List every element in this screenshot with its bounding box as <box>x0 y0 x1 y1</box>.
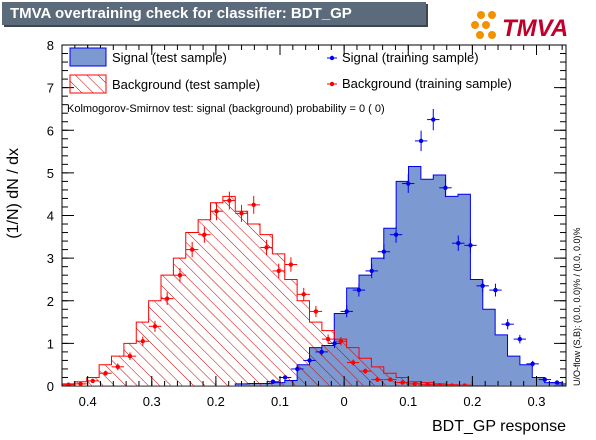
y-tick-label: 6 <box>47 123 54 138</box>
background-training-point <box>185 241 199 258</box>
title-bar: TMVA overtraining check for classifier: … <box>2 2 426 25</box>
background-training-point <box>309 305 323 317</box>
tmva-logo-dots-icon <box>471 11 496 39</box>
signal-training-point <box>414 130 428 152</box>
x-tick-label: 0.1 <box>399 394 417 409</box>
x-axis-title: BDT_GP response <box>432 418 566 435</box>
background-training-point <box>86 378 99 384</box>
legend-signal-train-marker <box>329 55 335 61</box>
signal-training-point <box>538 377 552 382</box>
signal-training-point <box>402 174 415 193</box>
background-training-point <box>445 383 459 386</box>
y-tick-label: 2 <box>47 294 54 309</box>
signal-training-point <box>266 379 280 384</box>
signal-training-point <box>389 226 403 243</box>
x-tick-label: 0 <box>341 394 348 409</box>
background-training-point <box>160 292 174 306</box>
background-training-point <box>284 257 298 272</box>
background-training-point <box>433 382 446 386</box>
legend-signal-test: Signal (test sample) <box>112 50 227 65</box>
background-training-point <box>408 381 421 386</box>
signal-training-point <box>501 319 514 330</box>
signal-training-point <box>340 305 353 318</box>
overflow-text: U/O-flow (S,B): (0.0, 0.0)% / (0.0, 0.0)… <box>572 227 582 386</box>
signal-training-point <box>513 334 527 344</box>
signal-training-point <box>352 283 366 297</box>
background-training-point <box>99 370 112 376</box>
signal-training-points <box>266 108 564 385</box>
signal-training-point <box>315 348 328 356</box>
signal-training-point <box>328 338 341 349</box>
background-training-point <box>247 195 260 214</box>
axes: 0.4 0.3 0.2 0.1 0 0.1 0.2 0.3 0 1 2 3 4 5 6 7 8 <box>47 38 566 409</box>
background-training-point <box>334 336 348 346</box>
y-tick-label: 3 <box>47 251 54 266</box>
x-tick-label: 0.1 <box>271 394 289 409</box>
signal-training-point <box>377 244 391 260</box>
background-training-point <box>123 352 137 360</box>
signal-test-histogram <box>62 165 566 386</box>
background-training-point <box>74 381 87 386</box>
background-test-histogram <box>62 195 566 386</box>
x-tick-label: 0.4 <box>79 394 97 409</box>
background-training-point <box>396 380 409 385</box>
y-tick-label: 1 <box>47 336 54 351</box>
legend-background-test: Background (test sample) <box>112 77 260 92</box>
legend-signal-train: Signal (training sample) <box>342 50 479 65</box>
background-training-point <box>210 202 223 221</box>
tmva-logo: TMVA <box>471 11 568 42</box>
background-training-point <box>235 204 248 222</box>
background-training-point <box>272 263 285 279</box>
signal-training-point <box>439 178 452 198</box>
signal-training-point <box>303 357 316 364</box>
signal-training-point <box>476 279 489 293</box>
y-tick-label: 5 <box>47 166 54 181</box>
legend-background-test-swatch <box>69 74 107 94</box>
y-tick-label: 7 <box>47 81 54 96</box>
background-training-point <box>148 320 162 332</box>
background-training-point <box>346 359 360 366</box>
signal-training-point <box>365 263 378 279</box>
y-tick-label: 4 <box>47 209 54 224</box>
background-training-point <box>371 377 384 382</box>
background-training-point <box>384 377 397 382</box>
background-training-point <box>458 383 471 386</box>
signal-training-point <box>291 365 304 372</box>
background-training-point <box>111 363 124 371</box>
legend-background-train: Background (training sample) <box>342 76 512 91</box>
background-training-point <box>260 239 273 256</box>
background-test-histogram-hatch <box>62 196 566 386</box>
signal-training-point <box>452 235 465 251</box>
signal-training-point <box>550 380 564 385</box>
background-training-point <box>359 368 372 374</box>
legend-signal-test-swatch <box>69 47 107 67</box>
background-training-point <box>62 382 75 386</box>
background-training-point <box>421 382 434 386</box>
ks-test-text: Kolmogorov-Smirnov test: signal (backgro… <box>67 103 385 115</box>
background-training-point <box>223 191 236 210</box>
tmva-logo-text: TMVA <box>502 15 568 42</box>
background-training-points <box>62 191 471 386</box>
y-axis-title: (1/N) dN / dx <box>5 148 22 239</box>
background-training-point <box>321 334 335 344</box>
x-tick-label: 0.2 <box>207 394 225 409</box>
background-training-point <box>198 226 211 243</box>
legend-background-train-marker <box>329 81 335 87</box>
chart-title: TMVA overtraining check for classifier: … <box>10 5 352 22</box>
background-training-point <box>173 267 187 283</box>
y-tick-label: 8 <box>47 38 54 53</box>
background-training-point <box>136 336 149 346</box>
signal-training-point <box>464 237 477 254</box>
x-tick-label: 0.3 <box>143 394 161 409</box>
x-tick-label: 0.3 <box>527 394 545 409</box>
y-tick-label: 0 <box>47 379 54 394</box>
signal-training-point <box>526 360 539 367</box>
x-tick-label: 0.2 <box>463 394 481 409</box>
signal-training-point <box>278 375 292 380</box>
background-training-point <box>297 287 310 301</box>
signal-training-point <box>489 283 502 297</box>
signal-training-point <box>427 108 440 131</box>
